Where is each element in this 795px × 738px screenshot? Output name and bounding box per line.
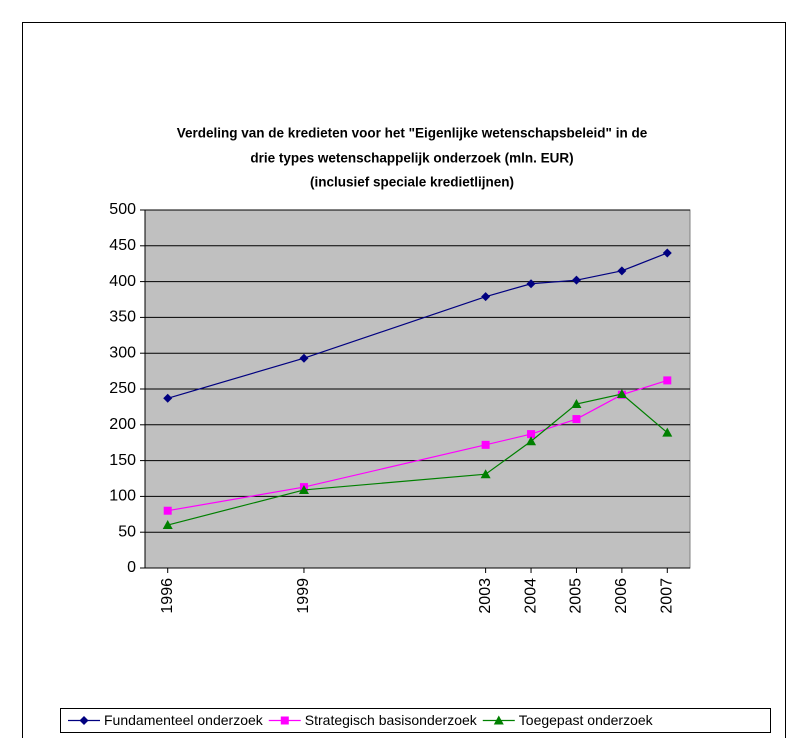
legend-marker (79, 716, 89, 725)
point (527, 430, 536, 439)
y-tick-label: 500 (109, 201, 136, 218)
legend-marker (280, 716, 289, 725)
y-tick-label: 400 (109, 273, 136, 290)
y-tick-label: 150 (109, 452, 136, 469)
legend-marker (493, 715, 504, 725)
y-tick-label: 50 (118, 523, 136, 540)
point (163, 393, 173, 403)
x-tick-label: 2003 (477, 578, 494, 614)
point (481, 292, 491, 302)
legend-box (60, 708, 771, 733)
x-tick-label: 2004 (522, 578, 539, 614)
point (662, 248, 672, 258)
x-tick-label: 2007 (659, 578, 676, 614)
legend-label: Toegepast onderzoek (519, 712, 654, 728)
y-tick-label: 100 (109, 488, 136, 505)
point (526, 279, 536, 289)
point (298, 484, 309, 494)
point (481, 440, 490, 449)
point (480, 469, 491, 479)
legend-label: Strategisch basisonderzoek (305, 712, 478, 728)
point (663, 376, 672, 385)
x-tick-label: 1999 (295, 578, 312, 614)
point (616, 389, 627, 399)
chart-title: drie types wetenschappelijk onderzoek (m… (250, 151, 573, 166)
x-tick-label: 2006 (613, 578, 630, 614)
point (299, 353, 309, 363)
point (163, 506, 172, 515)
x-tick-label: 1996 (159, 578, 176, 614)
legend-label: Fundamenteel onderzoek (104, 712, 264, 728)
y-tick-label: 300 (109, 344, 136, 361)
point (526, 436, 537, 446)
point (571, 399, 582, 409)
x-tick-label: 2005 (568, 578, 585, 614)
y-tick-label: 450 (109, 237, 136, 254)
y-tick-label: 200 (109, 416, 136, 433)
y-tick-label: 0 (127, 559, 136, 576)
point (162, 520, 173, 530)
y-tick-label: 350 (109, 309, 136, 326)
chart-title: Verdeling van de kredieten voor het "Eig… (177, 126, 648, 141)
point (617, 266, 627, 276)
point (572, 415, 581, 424)
y-tick-label: 250 (109, 380, 136, 397)
point (662, 427, 673, 437)
point (571, 275, 581, 285)
chart-title: (inclusief speciale kredietlijnen) (310, 175, 514, 190)
